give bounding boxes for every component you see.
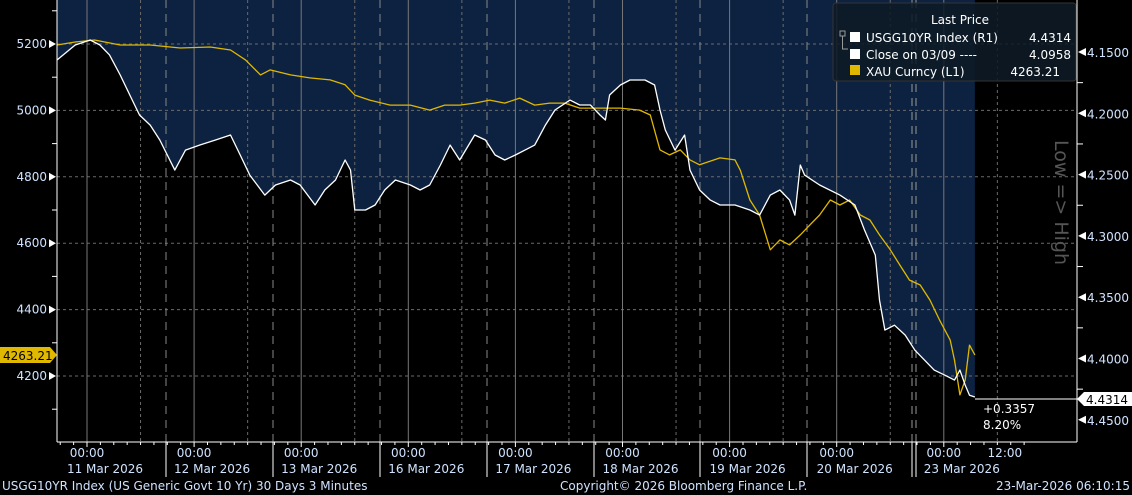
left-axis-tick-label: 4400 xyxy=(16,303,47,317)
x-axis-time-label: 00:00 xyxy=(284,446,319,460)
right-tick-marker xyxy=(1078,170,1086,179)
x-axis-time-label: 00:00 xyxy=(712,446,747,460)
legend-swatch-gold xyxy=(850,65,860,75)
x-axis-time-label: 00:00 xyxy=(605,446,640,460)
x-axis-time-label: 00:00 xyxy=(927,446,962,460)
series-line-yield xyxy=(56,39,976,398)
left-axis-tick-label: 5200 xyxy=(16,37,47,51)
left-tick-marker xyxy=(49,40,56,48)
change-annotation: +0.3357 xyxy=(983,402,1035,416)
x-axis-date-label: 13 Mar 2026 xyxy=(281,462,357,476)
legend-tree-connector xyxy=(842,36,848,50)
right-axis-tick-label: 4.2500 xyxy=(1087,169,1129,183)
x-axis-date-label: 17 Mar 2026 xyxy=(495,462,571,476)
x-axis-time-label: 00:00 xyxy=(70,446,105,460)
legend-swatch-yield xyxy=(850,32,860,42)
chart-fill-layer xyxy=(57,0,975,397)
left-axis-tick-label: 4600 xyxy=(16,236,47,250)
axis-direction-note: Low => High xyxy=(1050,140,1072,265)
left-tick-marker xyxy=(49,372,56,380)
right-tick-marker xyxy=(1078,293,1086,302)
chart-axes: 4200 4400 4600 4800 5000 5200 4.1500 4.2000 4.25… xyxy=(16,0,1129,477)
left-last-price-tag xyxy=(0,347,57,363)
right-axis-tick-label: 4.4500 xyxy=(1087,414,1129,428)
legend-swatch-close xyxy=(850,49,860,59)
legend-value-yield: 4.4314 xyxy=(1029,31,1071,45)
legend: Last Price USGG10YR Index (R1) 4.4314 Cl… xyxy=(832,2,1077,82)
x-axis-time-label: 00:00 xyxy=(177,446,212,460)
left-tick-marker xyxy=(49,239,56,248)
legend-label-gold: XAU Curncy (L1) xyxy=(866,65,965,79)
right-tick-marker xyxy=(1078,231,1086,240)
legend-value-gold: 4263.21 xyxy=(1010,65,1060,79)
footer-timestamp: 23-Mar-2026 06:10:15 xyxy=(996,479,1130,493)
x-axis-time-label: 00:00 xyxy=(819,446,854,460)
footer-copyright: Copyright© 2026 Bloomberg Finance L.P. xyxy=(560,479,807,493)
left-tick-marker xyxy=(49,172,56,181)
x-axis-time-label: 00:00 xyxy=(498,446,533,460)
left-tick-marker xyxy=(49,106,56,115)
x-axis-date-label: 11 Mar 2026 xyxy=(67,462,143,476)
right-axis-tick-label: 4.1500 xyxy=(1087,46,1129,60)
x-axis-time-label: 12:00 xyxy=(988,446,1023,460)
series-line-gold xyxy=(56,39,976,396)
x-axis-time-label: 00:00 xyxy=(391,446,426,460)
x-axis-date-label: 19 Mar 2026 xyxy=(710,462,786,476)
right-axis-tick-label: 4.3500 xyxy=(1087,291,1129,305)
left-axis-tick-label: 4200 xyxy=(16,369,47,383)
legend-box xyxy=(832,2,1077,82)
left-axis-tick-label: 4800 xyxy=(16,170,47,184)
right-tick-marker xyxy=(1078,354,1086,363)
footer-security-description: USGG10YR Index (US Generic Govt 10 Yr) 3… xyxy=(2,479,367,493)
legend-label-close: Close on 03/09 ---- xyxy=(866,48,977,62)
legend-title: Last Price xyxy=(931,13,989,27)
left-axis-tick-label: 5000 xyxy=(16,103,47,117)
right-tick-marker xyxy=(1078,109,1086,118)
x-axis-date-label: 20 Mar 2026 xyxy=(817,462,893,476)
left-last-price-value: 4263.21 xyxy=(3,349,53,363)
right-last-price-tag xyxy=(1077,392,1132,406)
change-pct-annotation: 8.20% xyxy=(983,418,1021,432)
x-axis-date-label: 12 Mar 2026 xyxy=(174,462,250,476)
yield-area-fill xyxy=(57,0,975,397)
x-axis-date-label: 16 Mar 2026 xyxy=(388,462,464,476)
right-axis-tick-label: 4.3000 xyxy=(1087,230,1129,244)
right-tick-marker xyxy=(1078,48,1086,56)
left-tick-marker xyxy=(49,305,56,314)
x-axis-date-label: 18 Mar 2026 xyxy=(602,462,678,476)
right-tick-marker xyxy=(1078,415,1086,424)
x-axis-date-label: 23 Mar 2026 xyxy=(924,462,1000,476)
legend-value-close: 4.0958 xyxy=(1029,48,1071,62)
chart-series-layer xyxy=(56,39,976,398)
right-axis-tick-label: 4.4000 xyxy=(1087,353,1129,367)
legend-label-yield: USGG10YR Index (R1) xyxy=(866,31,998,45)
right-axis-tick-label: 4.2000 xyxy=(1087,107,1129,121)
right-last-price-value: 4.4314 xyxy=(1086,393,1128,407)
